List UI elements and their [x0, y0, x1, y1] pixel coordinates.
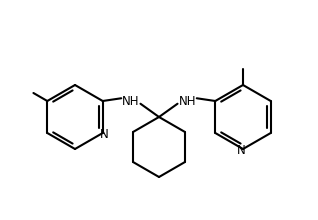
Text: NH: NH	[178, 95, 196, 108]
Text: N: N	[237, 143, 245, 156]
Text: NH: NH	[122, 95, 140, 108]
Text: N: N	[100, 128, 109, 141]
